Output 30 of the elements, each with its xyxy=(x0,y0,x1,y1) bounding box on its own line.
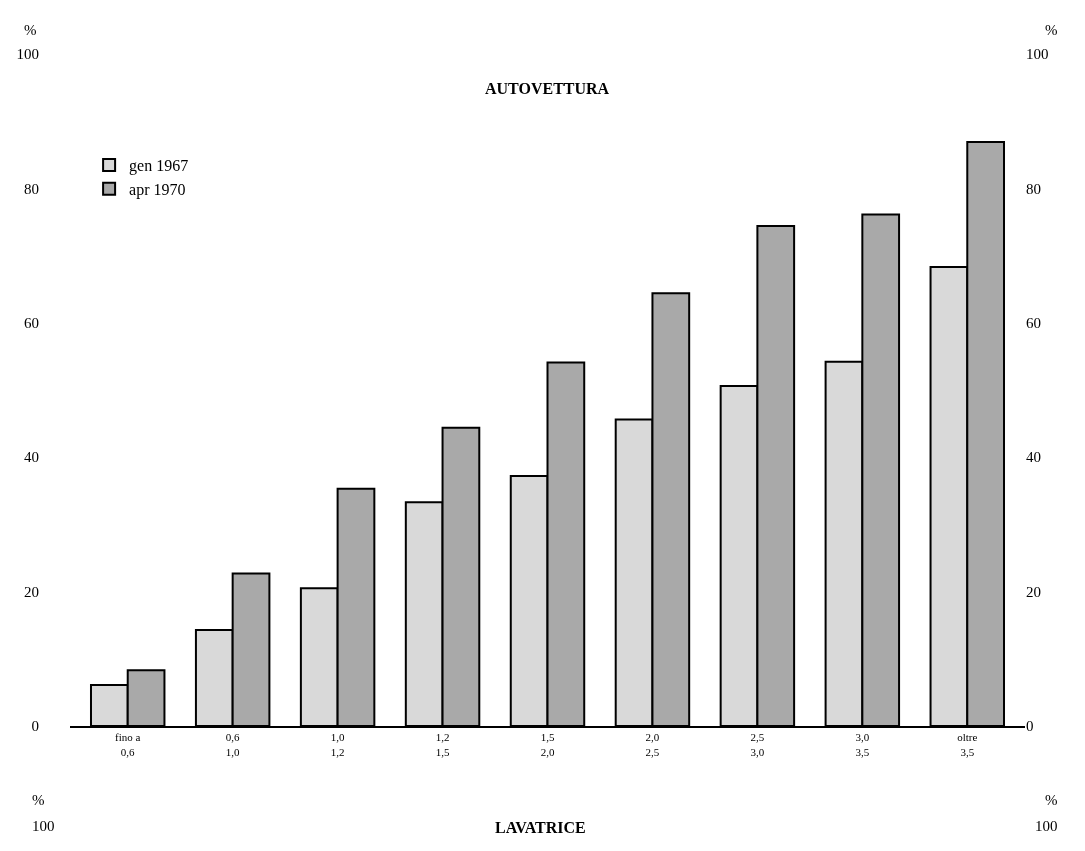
y2-tick-label: 60 xyxy=(1026,315,1041,332)
y-tick-label: 60 xyxy=(24,315,39,332)
y2-tick-label: 20 xyxy=(1026,583,1041,600)
x-tick-label: 3,0 3,5 xyxy=(855,731,870,758)
y-tick-label: 0 xyxy=(31,718,39,735)
x-tick-label: oltre 3,5 xyxy=(957,731,978,758)
x-tick-label: 1,2 1,5 xyxy=(435,731,450,758)
y-tick-label: 80 xyxy=(24,180,39,197)
x-tick-label: 0,6 1,0 xyxy=(225,731,241,758)
text: % xyxy=(24,22,37,38)
y-tick-label: 40 xyxy=(24,449,39,466)
x-tick-label: 1,5 2,0 xyxy=(540,731,555,758)
text: AUTOVETTURA xyxy=(485,80,610,97)
text: % xyxy=(1045,22,1058,38)
text: LAVATRICE xyxy=(495,819,586,836)
y2-tick-label: 40 xyxy=(1026,449,1041,466)
y2-tick-label: 80 xyxy=(1026,180,1041,197)
x-tick-label: 2,5 3,0 xyxy=(750,731,765,758)
legend-label: gen 1967 xyxy=(129,157,189,176)
text: % xyxy=(1045,792,1058,808)
y-tick-label: 100 xyxy=(16,46,39,63)
x-tick-label: fino a 0,6 xyxy=(115,731,141,758)
y2-tick-label: 0 xyxy=(1026,718,1034,735)
y2-tick-label: 100 xyxy=(1026,46,1049,63)
x-tick-label: 2,0 2,5 xyxy=(645,731,660,758)
x-tick-label: 1,0 1,2 xyxy=(330,731,345,758)
text: % xyxy=(32,792,45,808)
text: 100 xyxy=(1035,818,1058,834)
legend-label: apr 1970 xyxy=(129,181,186,200)
y-tick-label: 20 xyxy=(24,583,39,600)
